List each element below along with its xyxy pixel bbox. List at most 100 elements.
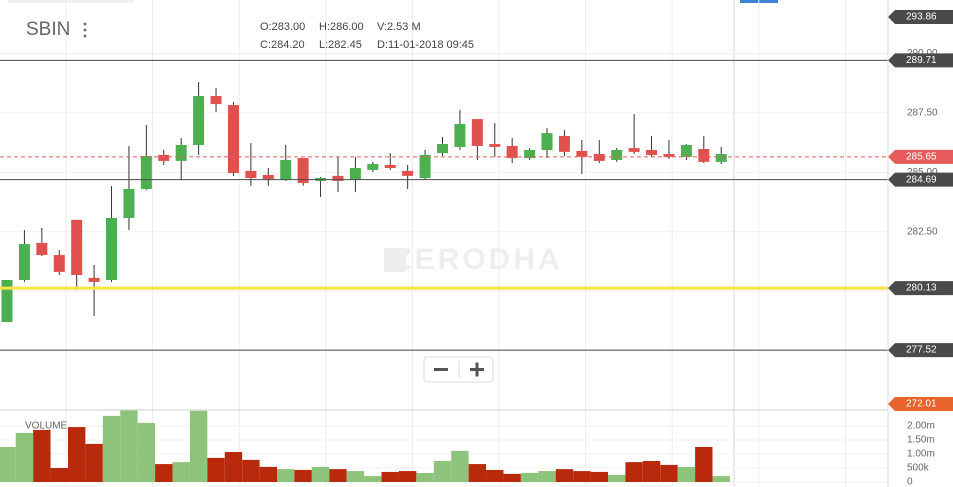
volume-bar <box>294 469 312 482</box>
price-line-label: 285.65 <box>906 152 937 163</box>
dot <box>83 22 87 26</box>
ohlc-info: L:282.45 <box>319 39 362 51</box>
volume-label: VOLUME <box>25 421 68 432</box>
candle-body <box>454 124 466 147</box>
volume-bar <box>33 429 51 482</box>
candle-body <box>1 279 13 323</box>
marks <box>0 59 888 482</box>
watermark-logo <box>384 248 406 272</box>
volume-bar <box>695 446 713 482</box>
candle-body <box>489 144 501 147</box>
price-line-tag <box>888 343 953 358</box>
volume-bar <box>50 467 68 482</box>
candle-body <box>628 148 640 152</box>
volume-bar <box>660 464 678 482</box>
volume-bar <box>555 469 574 482</box>
price-line-tag <box>888 281 953 296</box>
candle-body <box>53 255 65 272</box>
candle-body <box>158 154 170 161</box>
candle-body <box>541 133 553 150</box>
candle-body <box>36 242 48 256</box>
volume-bar <box>224 452 243 482</box>
zoom-controls <box>423 356 494 383</box>
candle-body <box>611 149 623 160</box>
price-line-label: 280.13 <box>906 283 937 294</box>
candle-body <box>71 219 83 275</box>
volume-bar <box>137 422 156 482</box>
candle-body <box>332 175 344 181</box>
volume-bar <box>311 466 330 482</box>
y-tick-label: 285.00 <box>907 167 938 178</box>
menu-dots[interactable] <box>83 22 87 38</box>
volume-bar <box>433 460 452 482</box>
volume-bar <box>520 473 539 482</box>
volume-bar <box>120 410 138 482</box>
candle-body <box>558 135 570 152</box>
price-line-label: 272.01 <box>906 399 937 410</box>
volume-bar <box>503 473 521 482</box>
volume-bar <box>85 443 103 482</box>
candle-body <box>367 164 379 170</box>
candle-body <box>280 159 292 180</box>
volume-bar <box>398 471 417 482</box>
candle-body <box>262 174 274 179</box>
volume-bar <box>590 471 608 482</box>
price-axis: 277.50280.00282.50285.00287.50290.000500… <box>888 10 953 487</box>
candle-body <box>193 96 205 145</box>
candle-body <box>646 149 658 155</box>
volume-bar <box>712 476 730 482</box>
candle-body <box>715 154 727 162</box>
volume-tick-label: 500k <box>907 463 930 474</box>
volume-bar <box>608 474 626 482</box>
volume-tick-label: 2.00m <box>907 421 935 432</box>
volume-bar <box>172 462 190 482</box>
price-line-label: 284.69 <box>906 174 937 185</box>
candle-body <box>506 145 518 159</box>
symbol-title: SBIN <box>26 19 70 40</box>
volume-bar <box>15 432 34 482</box>
price-line-label: 289.71 <box>906 55 937 66</box>
ohlc-info: O:283.00 <box>260 21 305 33</box>
candle-body <box>210 96 222 105</box>
price-line-tag <box>888 172 953 187</box>
ohlc-info: V:2.53 M <box>377 21 421 33</box>
candle-body <box>18 244 30 280</box>
candle-body <box>227 105 239 174</box>
volume-bar <box>0 446 16 482</box>
volume-bar <box>364 476 382 482</box>
candle-body <box>123 188 135 218</box>
candle-body <box>402 170 414 176</box>
volume-bar <box>381 471 399 482</box>
candle-body <box>106 217 118 280</box>
candle-body <box>593 154 605 161</box>
volume-bar <box>451 450 469 482</box>
price-line-label: 277.52 <box>906 345 937 356</box>
dot <box>83 28 87 32</box>
volume-bar <box>416 473 434 482</box>
volume-bar <box>346 471 365 482</box>
price-line-tag <box>888 397 953 411</box>
volume-bar <box>207 457 225 482</box>
volume-bar <box>242 459 260 482</box>
volume-bar <box>67 427 86 482</box>
candle-body <box>680 144 692 157</box>
watermark: ZERODHA <box>393 243 562 276</box>
volume-bar <box>642 460 661 482</box>
candle-body <box>419 154 431 179</box>
dot <box>83 34 87 38</box>
candle-body <box>88 277 100 282</box>
zoom-out[interactable] <box>434 368 448 371</box>
plus-v <box>475 362 479 377</box>
volume-bar <box>538 471 556 482</box>
candle-body <box>349 168 361 180</box>
candle-body <box>524 149 536 159</box>
candle-body <box>576 150 588 157</box>
volume-bar <box>677 466 696 482</box>
candle-body <box>384 164 396 169</box>
zoom-in[interactable] <box>470 362 484 377</box>
volume-tick-label: 0 <box>907 477 913 487</box>
volume-tick-label: 1.50m <box>907 435 935 446</box>
price-line-tag <box>888 149 953 164</box>
